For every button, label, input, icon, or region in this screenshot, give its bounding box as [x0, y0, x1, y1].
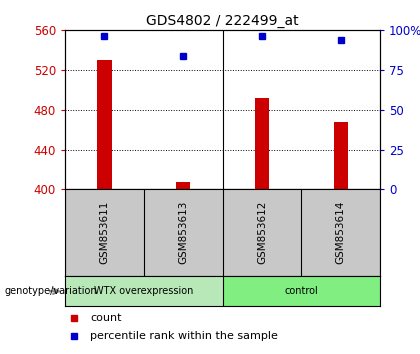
- Bar: [255, 98, 269, 189]
- Text: WTX overexpression: WTX overexpression: [94, 286, 194, 296]
- Bar: [97, 60, 112, 189]
- Text: count: count: [90, 313, 122, 322]
- Text: control: control: [284, 286, 318, 296]
- Text: percentile rank within the sample: percentile rank within the sample: [90, 331, 278, 341]
- Text: GSM853614: GSM853614: [336, 201, 346, 264]
- Bar: [176, 182, 190, 189]
- Bar: [333, 122, 348, 189]
- Text: genotype/variation: genotype/variation: [4, 286, 97, 296]
- Text: GSM853611: GSM853611: [100, 201, 110, 264]
- Title: GDS4802 / 222499_at: GDS4802 / 222499_at: [146, 14, 299, 28]
- Text: GSM853613: GSM853613: [178, 201, 188, 264]
- Bar: [65, 276, 223, 306]
- Bar: [223, 276, 380, 306]
- Text: GSM853612: GSM853612: [257, 201, 267, 264]
